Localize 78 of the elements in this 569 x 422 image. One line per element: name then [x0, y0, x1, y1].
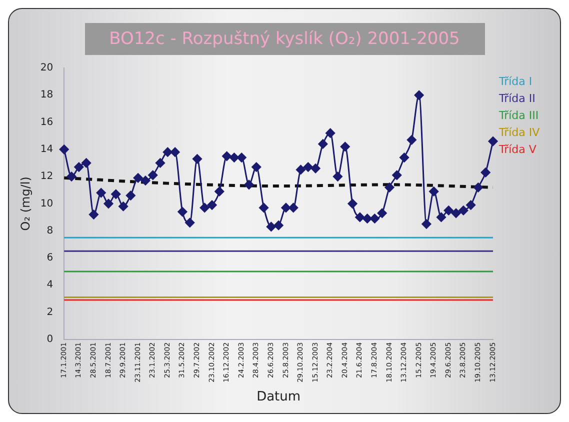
ref-line-label: Třída III [498, 108, 539, 122]
chart-title: BO12c - Rozpuštný kyslík (O₂) 2001-2005 [84, 23, 484, 55]
point [185, 218, 195, 228]
point [310, 164, 320, 174]
point [458, 206, 468, 216]
point [156, 158, 165, 168]
point [207, 200, 217, 210]
point [473, 182, 483, 192]
y-axis-title: O₂ (mg/l) [18, 176, 32, 231]
point [384, 182, 394, 192]
point [355, 212, 365, 222]
ref-line-label: Třída IV [498, 126, 540, 139]
point [96, 188, 106, 198]
point [362, 214, 372, 224]
point [274, 220, 284, 230]
y-tick-label: 20 [40, 62, 54, 74]
point [377, 208, 387, 218]
point [281, 202, 291, 212]
point [236, 152, 246, 162]
point [414, 90, 424, 100]
point [406, 135, 416, 145]
point [178, 207, 188, 217]
y-tick-label: 16 [40, 116, 54, 128]
point [133, 173, 143, 183]
point [148, 170, 158, 180]
y-tick-label: 18 [40, 90, 54, 101]
ref-line-label: Třída II [498, 92, 536, 105]
x-axis-title: Datum [256, 390, 301, 405]
ref-line-label: Třída V [498, 142, 537, 156]
point [480, 168, 490, 178]
point [370, 214, 380, 224]
y-tick-label: 6 [46, 252, 54, 264]
point [222, 151, 232, 161]
y-tick-label: 14 [40, 144, 54, 155]
y-tick-label: 10 [40, 198, 54, 210]
point [340, 142, 350, 152]
y-tick-label: 0 [46, 334, 54, 345]
y-tick-label: 2 [46, 306, 54, 318]
y-tick-label: 12 [40, 171, 54, 182]
point [451, 208, 461, 218]
point [59, 144, 69, 154]
point [252, 162, 262, 172]
point [111, 189, 121, 199]
point [348, 198, 358, 208]
point [244, 180, 254, 190]
point [444, 206, 454, 216]
point [266, 222, 276, 232]
point [66, 172, 76, 182]
point [229, 152, 239, 162]
point [422, 219, 432, 229]
point [200, 202, 210, 212]
point [488, 136, 498, 146]
point [296, 164, 306, 174]
point [126, 190, 136, 200]
point [140, 176, 150, 186]
point [170, 147, 180, 157]
point [400, 152, 410, 162]
point [118, 202, 128, 212]
point [429, 186, 439, 196]
point [326, 128, 336, 138]
point [303, 162, 313, 172]
point [104, 198, 114, 208]
point [88, 210, 98, 220]
point [74, 162, 84, 172]
point [192, 154, 202, 164]
point [162, 147, 172, 157]
y-tick-label: 8 [46, 225, 54, 236]
point [466, 200, 476, 210]
point [332, 172, 342, 182]
point [436, 212, 446, 222]
y-tick-label: 4 [46, 280, 54, 291]
point [392, 170, 402, 180]
point [318, 139, 328, 149]
point [259, 202, 269, 212]
point [214, 186, 224, 196]
point [82, 158, 92, 168]
point [288, 202, 298, 212]
ref-line-label: Třída I [498, 74, 532, 88]
